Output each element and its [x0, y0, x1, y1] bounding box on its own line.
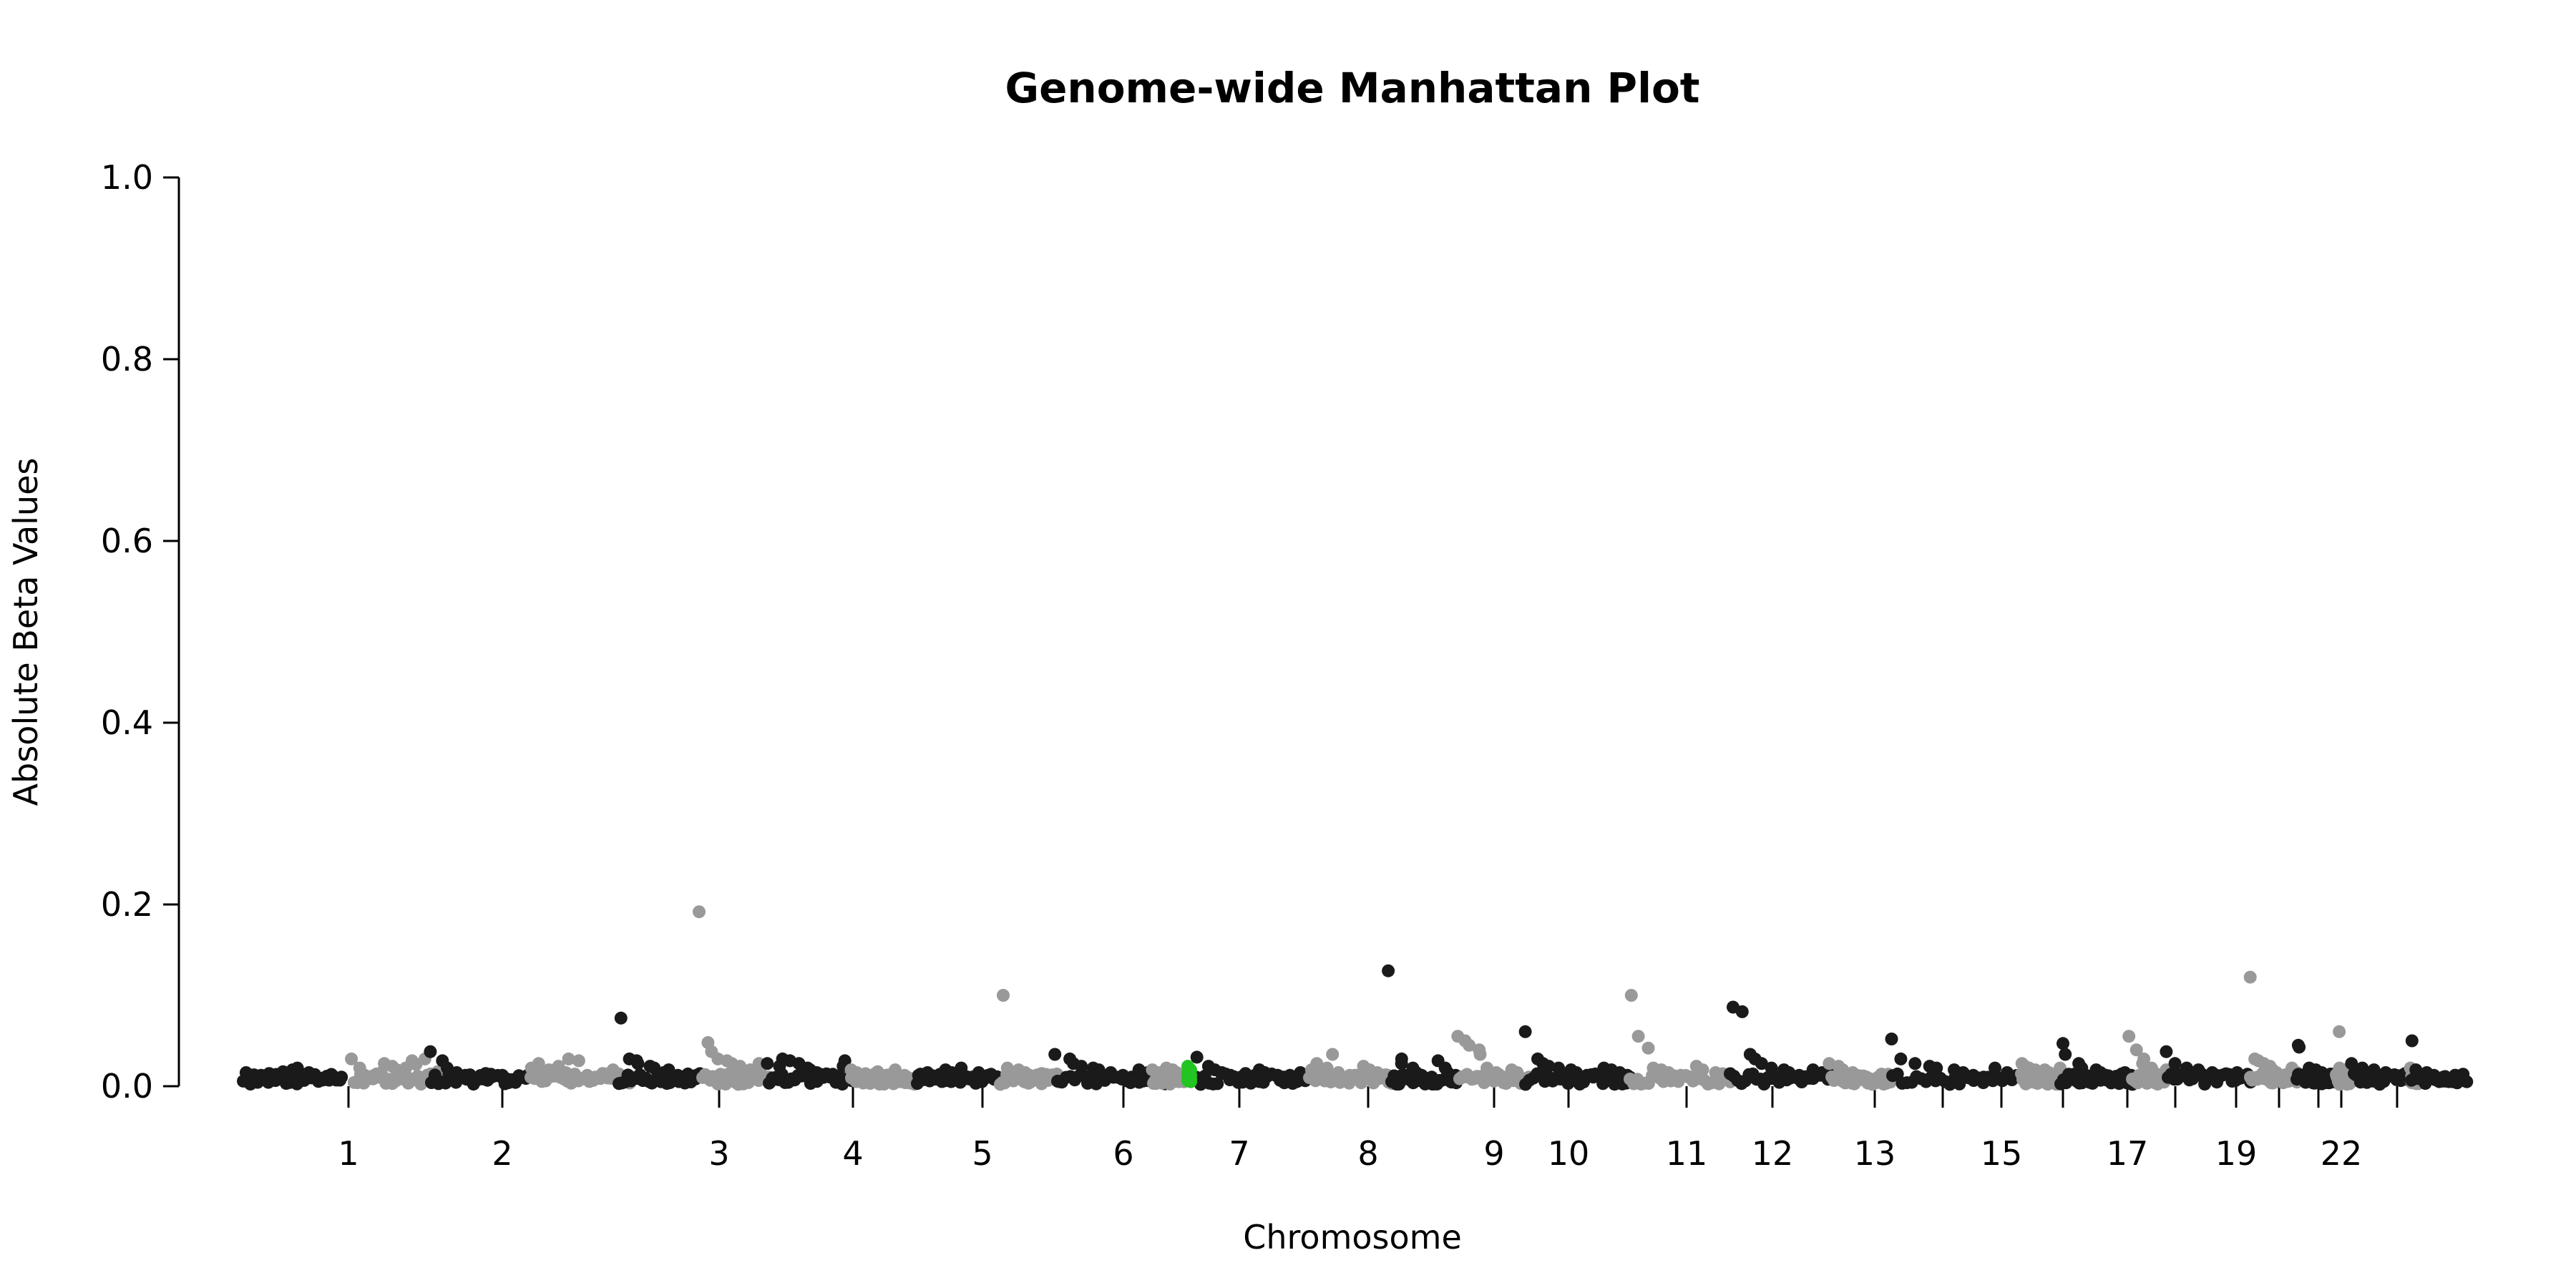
x-tick-label: 7 — [1229, 1134, 1249, 1173]
x-axis: 1 2 3 4 5 6 7 8 9 10 11 12 13 15 17 19 22 — [338, 1086, 2399, 1173]
data-point — [1953, 1077, 1966, 1091]
x-tick-label: 3 — [708, 1134, 729, 1173]
data-point — [1395, 1057, 1408, 1070]
y-tick-label: 0.8 — [101, 340, 153, 379]
data-points — [237, 905, 2474, 1091]
data-point — [1048, 1048, 1062, 1061]
data-point — [631, 1057, 645, 1070]
data-point — [1908, 1057, 1922, 1070]
data-point — [532, 1057, 545, 1070]
chart-title: Genome-wide Manhattan Plot — [1005, 64, 1699, 112]
x-tick-label: 5 — [972, 1134, 992, 1173]
x-tick-label: 19 — [2215, 1134, 2258, 1173]
data-point — [761, 1057, 774, 1070]
x-tick-label: 4 — [842, 1134, 863, 1173]
data-point — [1542, 1060, 1556, 1073]
data-point — [2129, 1043, 2143, 1057]
data-point — [345, 1052, 358, 1065]
data-point — [2243, 970, 2257, 984]
data-point — [1518, 1025, 1532, 1038]
data-point — [333, 1073, 346, 1087]
y-axis: 0.0 0.2 0.4 0.6 0.8 1.0 — [101, 158, 180, 1106]
data-point — [1190, 1050, 1204, 1064]
y-tick-label: 0.4 — [101, 703, 153, 742]
x-tick-label: 12 — [1752, 1134, 1794, 1173]
data-point — [1211, 1077, 1224, 1091]
y-axis-label: Absolute Beta Values — [6, 458, 45, 806]
data-point — [614, 1011, 628, 1025]
x-tick-label: 10 — [1548, 1134, 1590, 1173]
data-point — [1755, 1057, 1768, 1070]
data-point — [2168, 1057, 2182, 1070]
x-tick-label: 15 — [1981, 1134, 2023, 1173]
data-point — [1310, 1057, 1324, 1070]
x-tick-label: 9 — [1483, 1134, 1504, 1173]
data-point — [2345, 1057, 2358, 1070]
x-tick-label: 8 — [1357, 1134, 1378, 1173]
data-point — [2459, 1074, 2472, 1088]
x-tick-label: 1 — [338, 1134, 358, 1173]
data-point — [2122, 1030, 2136, 1043]
data-point — [1641, 1041, 1655, 1055]
data-point — [838, 1054, 852, 1068]
x-tick-label: 2 — [492, 1134, 512, 1173]
data-point — [1382, 964, 1395, 977]
x-tick-label: 13 — [1854, 1134, 1896, 1173]
y-tick-label: 0.6 — [101, 522, 153, 560]
data-point — [2057, 1037, 2069, 1050]
data-point — [1894, 1052, 1908, 1065]
data-point — [2059, 1048, 2072, 1061]
data-point — [2293, 1040, 2306, 1054]
highlight-point — [1184, 1075, 1197, 1088]
data-point — [1473, 1048, 1487, 1061]
x-axis-label: Chromosome — [1243, 1218, 1462, 1257]
data-point — [1885, 1033, 1898, 1045]
data-point — [572, 1054, 585, 1068]
data-point — [2333, 1025, 2346, 1038]
x-tick-label: 6 — [1113, 1134, 1133, 1173]
data-point — [1326, 1048, 1340, 1061]
data-point — [2405, 1034, 2419, 1048]
x-tick-label: 11 — [1666, 1134, 1708, 1173]
y-tick-label: 1.0 — [101, 158, 153, 197]
y-tick-label: 0.2 — [101, 885, 153, 924]
data-point — [1930, 1061, 1943, 1075]
data-point — [1735, 1005, 1749, 1018]
y-tick-label: 0.0 — [101, 1067, 153, 1106]
data-point — [1712, 1077, 1726, 1091]
data-point — [424, 1045, 437, 1058]
data-point — [2160, 1045, 2173, 1058]
data-point — [562, 1052, 575, 1065]
x-tick-label: 22 — [2321, 1134, 2363, 1173]
data-point — [1624, 989, 1638, 1002]
data-point — [1631, 1030, 1645, 1043]
data-point — [997, 989, 1010, 1002]
data-point — [693, 905, 706, 919]
x-tick-label: 17 — [2107, 1134, 2149, 1173]
data-point — [1463, 1038, 1476, 1052]
